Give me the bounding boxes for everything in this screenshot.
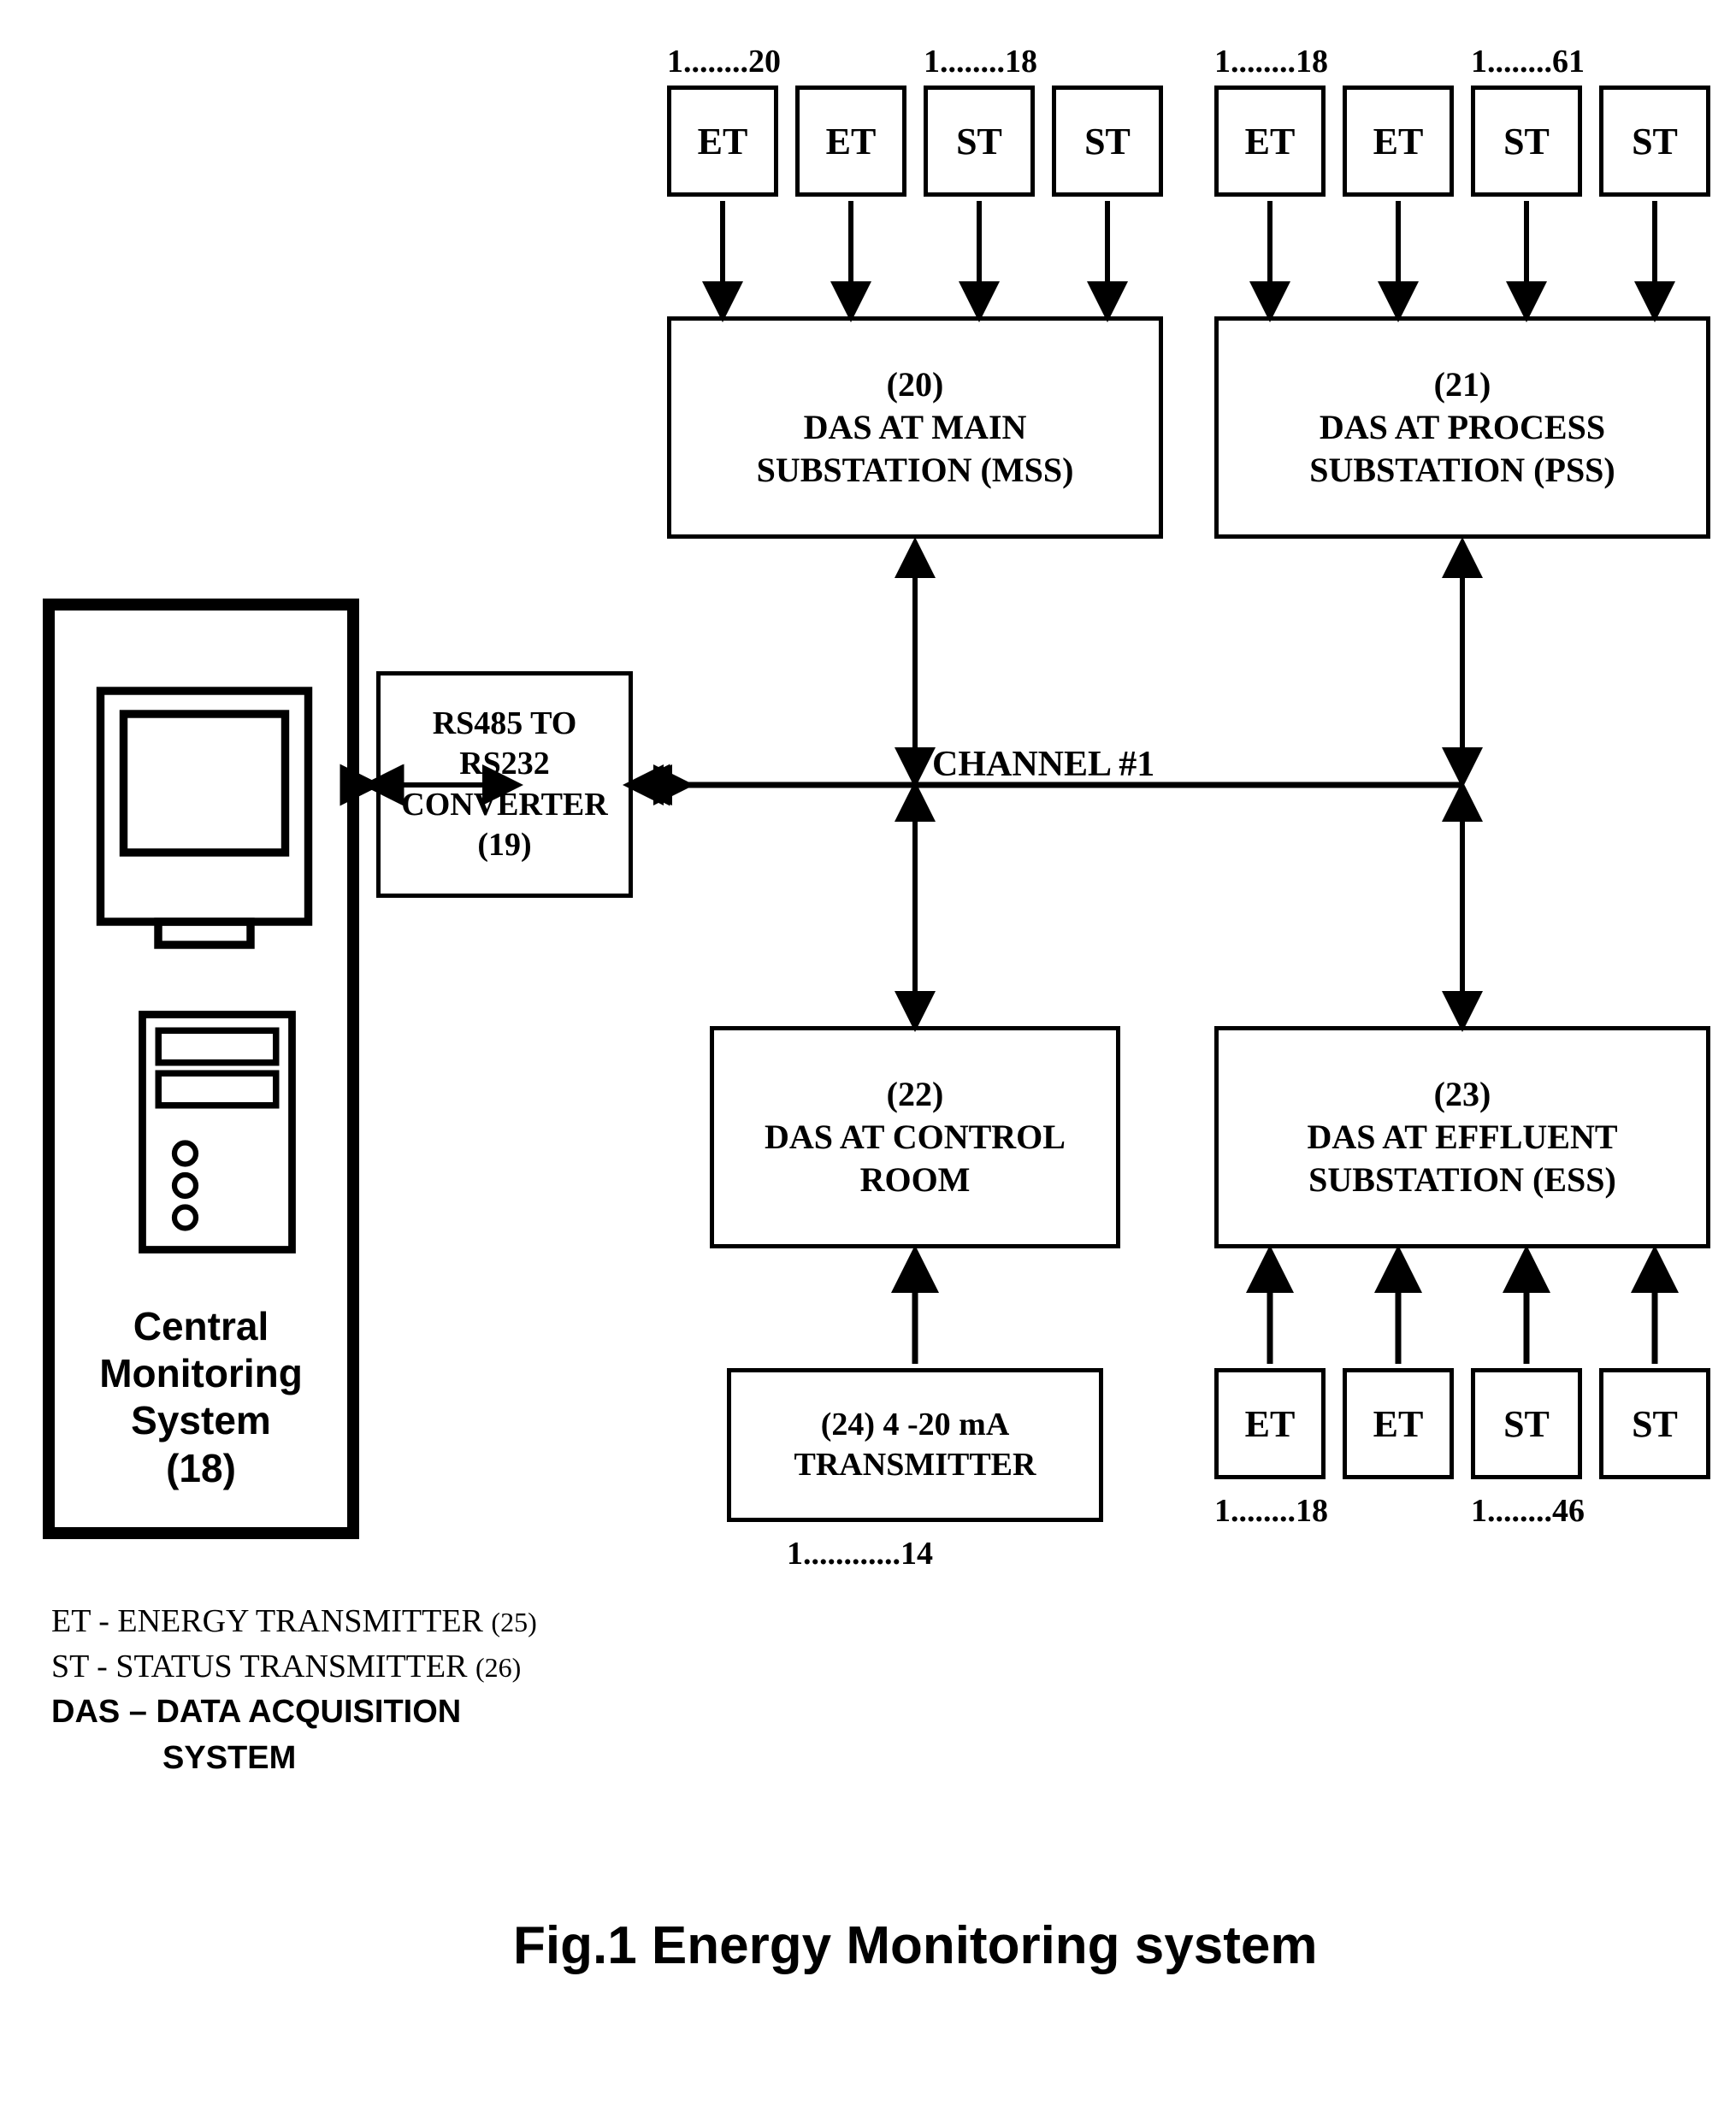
das-control-room-box: (22) DAS AT CONTROL ROOM <box>710 1026 1120 1248</box>
legend: ET - ENERGY TRANSMITTER (25) ST - STATUS… <box>51 1599 537 1781</box>
pss-et-box-2: ET <box>1343 86 1454 197</box>
legend-das-1: DAS – DATA ACQUISITION <box>51 1690 537 1735</box>
tx-range: 1............14 <box>787 1535 933 1572</box>
channel-label: CHANNEL #1 <box>932 744 1154 785</box>
mss-et-box-2: ET <box>795 86 906 197</box>
ess-st-box-2: ST <box>1599 1368 1710 1479</box>
st-label: ST <box>1084 120 1131 163</box>
st-label: ST <box>1503 1402 1550 1446</box>
cms-l1: Central <box>55 1303 347 1350</box>
pss-et-range: 1........18 <box>1214 43 1328 80</box>
pss-l1: DAS AT PROCESS <box>1320 406 1605 449</box>
cms-label: Central Monitoring System (18) <box>55 1303 347 1492</box>
et-label: ET <box>826 120 877 163</box>
conv-l3: CONVERTER <box>401 785 607 826</box>
ess-l1: DAS AT EFFLUENT <box>1307 1116 1617 1159</box>
das-ess-box: (23) DAS AT EFFLUENT SUBSTATION (ESS) <box>1214 1026 1710 1248</box>
mss-st-box-1: ST <box>924 86 1035 197</box>
cms-l3: (18) <box>55 1445 347 1492</box>
ess-st-range: 1........46 <box>1471 1492 1585 1530</box>
et-label: ET <box>1245 1402 1296 1446</box>
das-pss-box: (21) DAS AT PROCESS SUBSTATION (PSS) <box>1214 316 1710 539</box>
st-label: ST <box>956 120 1002 163</box>
et-label: ET <box>698 120 748 163</box>
ess-st-box-1: ST <box>1471 1368 1582 1479</box>
ess-ref: (23) <box>1434 1073 1491 1116</box>
figure-title: Fig.1 Energy Monitoring system <box>513 1915 1317 1976</box>
energy-monitoring-diagram: ET ET ST ST 1........20 1........18 ET E… <box>34 34 1702 2078</box>
pss-et-box-1: ET <box>1214 86 1326 197</box>
ess-l2: SUBSTATION (ESS) <box>1308 1159 1616 1201</box>
ess-et-range: 1........18 <box>1214 1492 1328 1530</box>
pss-ref: (21) <box>1434 363 1491 406</box>
conv-l4: (19) <box>477 825 531 866</box>
st-label: ST <box>1632 120 1678 163</box>
pss-st-box-1: ST <box>1471 86 1582 197</box>
mss-st-box-2: ST <box>1052 86 1163 197</box>
transmitter-box: (24) 4 -20 mA TRANSMITTER <box>727 1368 1103 1522</box>
et-label: ET <box>1245 120 1296 163</box>
pss-l2: SUBSTATION (PSS) <box>1309 449 1615 492</box>
legend-das-2: SYSTEM <box>51 1736 537 1781</box>
das-mss-box: (20) DAS AT MAIN SUBSTATION (MSS) <box>667 316 1163 539</box>
cr-l1: DAS AT CONTROL <box>765 1116 1066 1159</box>
pss-st-box-2: ST <box>1599 86 1710 197</box>
cr-ref: (22) <box>887 1073 944 1116</box>
et-label: ET <box>1373 1402 1424 1446</box>
legend-st: ST - STATUS TRANSMITTER (26) <box>51 1644 537 1690</box>
pss-st-range: 1........61 <box>1471 43 1585 80</box>
legend-et: ET - ENERGY TRANSMITTER (25) <box>51 1599 537 1644</box>
computer-tower-icon <box>132 1004 303 1260</box>
et-label: ET <box>1373 120 1424 163</box>
cms-l2: Monitoring System <box>55 1350 347 1444</box>
converter-box: RS485 TO RS232 CONVERTER (19) <box>376 671 633 898</box>
mss-et-box-1: ET <box>667 86 778 197</box>
mss-et-range: 1........20 <box>667 43 781 80</box>
tx-l2: TRANSMITTER <box>794 1445 1036 1486</box>
mss-l1: DAS AT MAIN <box>804 406 1027 449</box>
cr-l2: ROOM <box>860 1159 971 1201</box>
monitor-icon <box>89 670 320 965</box>
ess-et-box-2: ET <box>1343 1368 1454 1479</box>
st-label: ST <box>1632 1402 1678 1446</box>
st-label: ST <box>1503 120 1550 163</box>
mss-st-range: 1........18 <box>924 43 1037 80</box>
mss-l2: SUBSTATION (MSS) <box>757 449 1074 492</box>
mss-ref: (20) <box>887 363 944 406</box>
ess-et-box-1: ET <box>1214 1368 1326 1479</box>
tx-l1: (24) 4 -20 mA <box>821 1405 1010 1446</box>
conv-l2: RS232 <box>459 744 550 785</box>
conv-l1: RS485 TO <box>433 704 577 745</box>
cms-box: Central Monitoring System (18) <box>43 599 359 1539</box>
